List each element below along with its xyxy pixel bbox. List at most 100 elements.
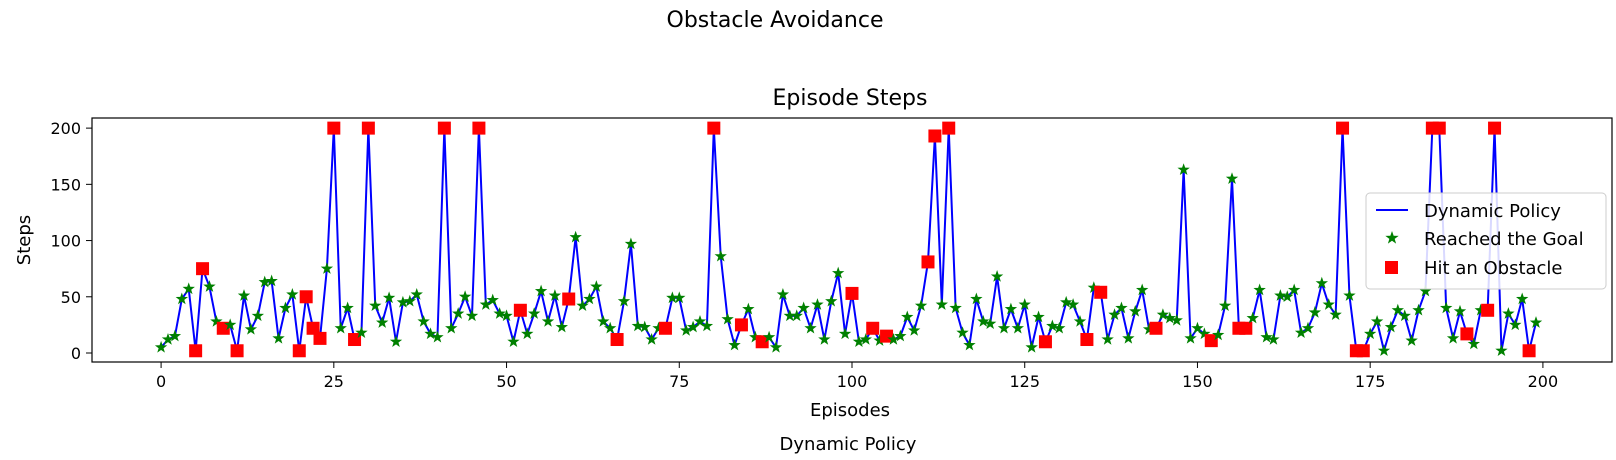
- goal-marker: [576, 299, 589, 312]
- line-segment: [574, 236, 584, 307]
- goal-marker: [1377, 344, 1391, 357]
- goal-marker: [168, 329, 182, 342]
- goal-marker: [445, 321, 458, 334]
- legend-label-dynamic-policy: Dynamic Policy: [1424, 201, 1561, 222]
- x-tick-label: 200: [1528, 372, 1559, 391]
- goal-marker: [1474, 303, 1487, 316]
- obstacle-marker: [866, 321, 880, 335]
- line-segment: [719, 255, 729, 321]
- line-segment: [1258, 289, 1268, 339]
- obstacle-marker: [216, 321, 230, 335]
- goal-marker: [493, 307, 506, 319]
- line-segment: [1058, 301, 1068, 330]
- goal-marker: [1453, 304, 1467, 317]
- line-segment: [208, 285, 218, 323]
- x-tick-label: 0: [156, 372, 166, 391]
- goal-marker: [804, 321, 817, 334]
- goal-marker: [569, 230, 582, 243]
- goal-marker: [1129, 304, 1142, 317]
- goal-marker: [1281, 290, 1294, 303]
- line-segment: [837, 272, 847, 335]
- line-segment: [319, 267, 328, 340]
- goal-marker: [1329, 308, 1342, 321]
- legend: Dynamic Policy Reached the Goal Hit an O…: [1365, 192, 1607, 290]
- goal-marker: [1108, 308, 1121, 321]
- goal-marker: [583, 292, 596, 305]
- y-tick-label: 0: [71, 344, 81, 363]
- obstacle-marker: [921, 255, 935, 269]
- goal-marker: [1322, 298, 1335, 310]
- goal-marker: [956, 326, 969, 339]
- goal-marker: [521, 327, 534, 340]
- obstacle-marker: [292, 344, 306, 358]
- line-segment: [533, 290, 543, 315]
- line-segment: [1272, 294, 1282, 341]
- goal-marker: [479, 298, 492, 310]
- goal-marker: [1267, 333, 1280, 345]
- y-axis-label: Steps: [14, 215, 35, 265]
- goal-marker: [334, 321, 347, 334]
- goal-marker: [534, 284, 548, 297]
- line-segment: [256, 281, 266, 317]
- y-tick-label: 200: [50, 119, 81, 138]
- goal-marker: [452, 307, 465, 319]
- line-segment: [436, 127, 446, 339]
- goal-marker: [1398, 309, 1411, 322]
- goal-marker: [203, 280, 216, 292]
- obstacle-marker: [1481, 303, 1495, 317]
- goal-marker: [1446, 331, 1460, 344]
- x-tick-label: 150: [1182, 372, 1213, 391]
- line-segment: [443, 127, 453, 330]
- goal-marker: [887, 333, 900, 345]
- figure-suptitle: Obstacle Avoidance: [667, 8, 884, 33]
- goal-marker: [935, 298, 948, 310]
- line-segment: [1472, 309, 1482, 346]
- line-segment: [415, 293, 425, 323]
- line-segment: [277, 307, 287, 340]
- goal-marker: [1018, 298, 1031, 310]
- goal-marker: [376, 316, 389, 328]
- line-segment: [954, 307, 964, 334]
- line-segment: [1251, 289, 1261, 320]
- goal-marker: [1011, 321, 1024, 334]
- line-segment: [1500, 312, 1510, 352]
- goal-marker: [1218, 299, 1232, 312]
- goal-marker: [1440, 301, 1453, 314]
- goal-marker: [182, 282, 195, 295]
- line-segment: [712, 127, 722, 258]
- goal-marker: [1053, 321, 1066, 334]
- goal-marker: [797, 301, 810, 314]
- goal-marker: [161, 333, 175, 345]
- goal-marker: [175, 292, 188, 305]
- obstacle-marker: [610, 333, 624, 347]
- line-segment: [705, 127, 715, 328]
- line-segment: [851, 292, 860, 343]
- goal-marker: [541, 315, 555, 327]
- goal-marker: [680, 324, 693, 336]
- obstacle-marker: [1094, 285, 1108, 299]
- x-tick-label: 125: [1009, 372, 1040, 391]
- goal-marker: [1384, 320, 1398, 333]
- obstacle-marker: [196, 262, 210, 276]
- line-segment: [1514, 298, 1524, 326]
- goal-marker: [1170, 313, 1183, 326]
- line-segment: [823, 300, 833, 341]
- figure-footer: Dynamic Policy: [780, 434, 917, 455]
- goal-marker: [811, 298, 824, 310]
- goal-marker: [1122, 331, 1135, 344]
- goal-marker: [1516, 292, 1529, 305]
- obstacle-marker: [1204, 334, 1218, 348]
- obstacle-marker: [230, 344, 244, 358]
- line-segment: [747, 308, 757, 339]
- line-segment: [920, 260, 929, 307]
- legend-box: [1365, 192, 1607, 290]
- goal-marker: [458, 290, 472, 303]
- line-segment: [933, 134, 943, 306]
- obstacle-marker: [472, 121, 486, 135]
- line-segment: [1127, 310, 1137, 340]
- goal-marker: [852, 335, 866, 348]
- goal-marker: [631, 319, 644, 332]
- goal-marker: [1301, 321, 1315, 334]
- goal-marker: [424, 327, 437, 340]
- goal-marker: [776, 288, 790, 300]
